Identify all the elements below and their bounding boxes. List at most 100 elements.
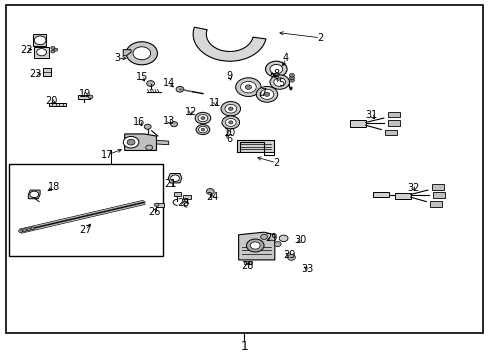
Polygon shape [394, 193, 410, 199]
Text: 1: 1 [240, 340, 248, 353]
Circle shape [289, 78, 294, 82]
Polygon shape [429, 201, 441, 207]
Circle shape [240, 81, 256, 93]
Polygon shape [244, 261, 252, 264]
Circle shape [256, 86, 277, 102]
Text: 18: 18 [47, 182, 60, 192]
Circle shape [133, 47, 150, 60]
Polygon shape [183, 195, 190, 199]
Bar [9, 164, 163, 256]
Text: 12: 12 [184, 107, 197, 117]
Text: 10: 10 [223, 128, 236, 138]
Circle shape [225, 118, 236, 126]
Text: 29: 29 [283, 250, 295, 260]
Text: 24: 24 [206, 192, 219, 202]
Text: 25: 25 [177, 198, 189, 208]
Circle shape [260, 89, 273, 99]
Circle shape [228, 121, 232, 124]
Text: 5: 5 [278, 78, 284, 88]
Text: 7: 7 [260, 88, 265, 98]
Circle shape [228, 107, 233, 111]
Circle shape [201, 128, 204, 131]
Polygon shape [432, 192, 444, 198]
Circle shape [196, 125, 209, 135]
Circle shape [22, 229, 26, 231]
Polygon shape [156, 140, 168, 145]
Text: 32: 32 [406, 183, 419, 193]
Circle shape [88, 95, 93, 99]
Polygon shape [49, 103, 66, 106]
Circle shape [146, 81, 154, 86]
Circle shape [235, 78, 261, 96]
Polygon shape [387, 120, 399, 126]
Circle shape [19, 230, 22, 233]
Circle shape [51, 46, 55, 49]
Circle shape [265, 61, 286, 77]
Polygon shape [193, 27, 265, 61]
Polygon shape [42, 68, 51, 76]
Text: 11: 11 [208, 98, 221, 108]
Circle shape [274, 242, 281, 247]
Text: 13: 13 [162, 116, 175, 126]
Text: 27: 27 [79, 225, 92, 235]
Text: 4: 4 [283, 53, 288, 63]
Polygon shape [123, 50, 131, 56]
Circle shape [154, 203, 159, 207]
Circle shape [289, 73, 294, 77]
Circle shape [127, 139, 135, 145]
Circle shape [176, 86, 183, 92]
Polygon shape [173, 192, 181, 196]
Polygon shape [238, 232, 274, 260]
Circle shape [250, 242, 260, 249]
Polygon shape [28, 190, 40, 199]
Text: 26: 26 [147, 207, 160, 217]
Circle shape [170, 175, 179, 181]
Circle shape [37, 49, 46, 56]
Circle shape [34, 36, 46, 45]
Circle shape [201, 117, 204, 120]
Circle shape [198, 126, 207, 133]
Polygon shape [155, 203, 163, 207]
Polygon shape [237, 140, 273, 152]
Text: 16: 16 [133, 117, 145, 127]
Circle shape [170, 122, 177, 127]
Text: 22: 22 [20, 45, 33, 55]
Circle shape [260, 234, 267, 239]
Polygon shape [33, 34, 46, 46]
Text: 15: 15 [135, 72, 148, 82]
Circle shape [144, 124, 151, 129]
Polygon shape [431, 184, 443, 190]
Polygon shape [34, 47, 49, 58]
Circle shape [264, 92, 269, 96]
Polygon shape [372, 192, 388, 197]
Text: 29: 29 [264, 233, 277, 243]
Circle shape [198, 114, 207, 122]
Circle shape [27, 228, 31, 231]
Circle shape [269, 75, 289, 89]
Polygon shape [387, 112, 399, 117]
Circle shape [126, 42, 157, 65]
Circle shape [224, 104, 236, 113]
Circle shape [279, 235, 287, 242]
Text: 19: 19 [79, 89, 92, 99]
Circle shape [123, 136, 139, 148]
Text: 30: 30 [294, 235, 306, 246]
Text: 2: 2 [317, 33, 323, 43]
Circle shape [30, 191, 39, 198]
Polygon shape [349, 120, 365, 127]
Circle shape [145, 145, 152, 150]
Circle shape [287, 255, 295, 260]
Text: 6: 6 [226, 134, 232, 144]
Circle shape [54, 48, 58, 51]
Text: 8: 8 [273, 69, 279, 79]
Polygon shape [168, 174, 182, 183]
Text: 31: 31 [365, 110, 377, 120]
Text: 33: 33 [300, 264, 313, 274]
Text: 3: 3 [114, 53, 120, 63]
Text: 2: 2 [273, 158, 279, 168]
Text: 21: 21 [163, 179, 176, 189]
Text: 14: 14 [162, 78, 175, 88]
Circle shape [289, 76, 294, 80]
Circle shape [245, 85, 251, 89]
Circle shape [195, 112, 210, 124]
